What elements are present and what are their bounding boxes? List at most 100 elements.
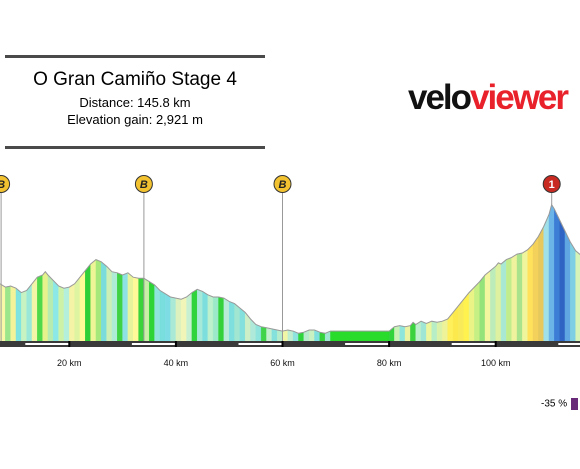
profile-segment <box>79 270 86 342</box>
axis-band <box>25 343 70 345</box>
profile-segment <box>133 276 139 342</box>
profile-segment <box>170 296 177 342</box>
axis-band <box>131 343 176 345</box>
profile-segment <box>31 276 38 342</box>
profile-segment <box>260 326 267 342</box>
profile-segment <box>506 257 512 342</box>
profile-segment <box>10 285 17 342</box>
bonus-sprint-marker-icon <box>134 175 153 193</box>
profile-segment <box>468 286 475 342</box>
stage-title-box: O Gran Camiño Stage 4 Distance: 145.8 km… <box>5 55 265 149</box>
profile-segment <box>74 276 81 342</box>
profile-segment <box>95 259 102 342</box>
axis-tick <box>281 341 284 347</box>
axis-tick-label: 20 km <box>57 358 82 368</box>
profile-segment <box>85 263 91 342</box>
axis-band <box>238 343 283 345</box>
profile-outline <box>0 203 580 334</box>
axis-band <box>558 343 580 345</box>
profile-segment <box>111 271 118 342</box>
gradient-legend: -35 % <box>541 398 579 410</box>
axis-tick-label: 80 km <box>377 358 402 368</box>
profile-segment <box>186 292 193 342</box>
profile-segment <box>527 243 534 342</box>
climb-marker-icon <box>542 175 561 193</box>
profile-segment <box>218 296 225 342</box>
profile-segments <box>0 204 580 342</box>
profile-segment <box>570 241 576 342</box>
gradient-legend-swatch <box>571 398 579 410</box>
profile-segment <box>58 285 65 342</box>
profile-segment <box>538 226 544 342</box>
profile-segment <box>127 272 134 342</box>
marker-label: B <box>140 179 148 191</box>
profile-segment <box>516 252 523 342</box>
profile-segment <box>69 283 75 342</box>
profile-segment <box>207 294 214 342</box>
profile-segment <box>575 250 580 342</box>
stage-title: O Gran Camiño Stage 4 <box>33 69 237 90</box>
profile-segment <box>122 272 129 342</box>
profile-segment <box>191 288 198 342</box>
profile-segment <box>239 307 246 342</box>
veloviewer-logo: veloviewer <box>408 78 569 118</box>
profile-segment <box>165 293 171 342</box>
profile-segment <box>175 297 182 342</box>
profile-segment <box>554 208 560 342</box>
profile-segment <box>308 329 315 342</box>
profile-segment <box>426 320 432 342</box>
profile-segment <box>15 287 22 342</box>
stage-distance: Distance: 145.8 km <box>79 95 191 110</box>
profile-segment <box>37 274 43 342</box>
profile-segment <box>42 271 49 342</box>
stage-elevation-gain: Elevation gain: 2,921 m <box>67 112 203 127</box>
bonus-sprint-marker-icon <box>0 175 11 193</box>
profile-segment <box>255 324 262 342</box>
profile-segment <box>276 329 283 342</box>
profile-segment <box>106 265 113 342</box>
profile-segment <box>564 230 571 342</box>
profile-segment <box>271 328 278 342</box>
profile-segment <box>117 272 123 342</box>
profile-segment <box>404 325 411 342</box>
axis-tick-label: 60 km <box>270 358 295 368</box>
axis-band <box>451 343 496 345</box>
profile-segment <box>149 281 155 342</box>
profile-segment <box>138 278 145 342</box>
profile-segment <box>234 303 241 342</box>
profile-markers: B B B 1 <box>0 175 561 341</box>
profile-segment <box>522 249 528 342</box>
profile-segment <box>53 280 59 342</box>
profile-segment <box>154 284 161 342</box>
profile-segment <box>26 283 33 342</box>
marker-label: B <box>0 179 5 191</box>
axis-band <box>345 343 390 345</box>
axis-tick-label: 100 km <box>481 358 511 368</box>
logo-part-viewer: viewer <box>470 78 569 117</box>
profile-segment <box>159 290 166 342</box>
profile-segment <box>287 329 294 342</box>
profile-segment <box>63 286 70 342</box>
axis-tick-label: 40 km <box>164 358 189 368</box>
profile-segment <box>543 214 550 342</box>
profile-segment <box>181 296 187 342</box>
profile-segment <box>223 297 230 342</box>
axis-tick <box>388 341 391 347</box>
profile-segment <box>244 311 251 342</box>
profile-segment <box>532 235 539 342</box>
profile-segment <box>484 270 491 342</box>
profile-segment <box>197 289 203 342</box>
profile-segment <box>436 320 443 342</box>
profile-segment <box>143 277 150 342</box>
profile-segment <box>228 301 235 342</box>
profile-segment <box>90 259 97 342</box>
profile-segment <box>21 290 27 342</box>
marker-label: 1 <box>549 179 555 191</box>
profile-segment <box>511 253 518 342</box>
profile-segment <box>442 318 448 342</box>
profile-segment <box>431 320 438 342</box>
axis-tick <box>174 341 177 347</box>
logo-part-velo: velo <box>408 78 472 117</box>
profile-segment <box>266 327 273 342</box>
